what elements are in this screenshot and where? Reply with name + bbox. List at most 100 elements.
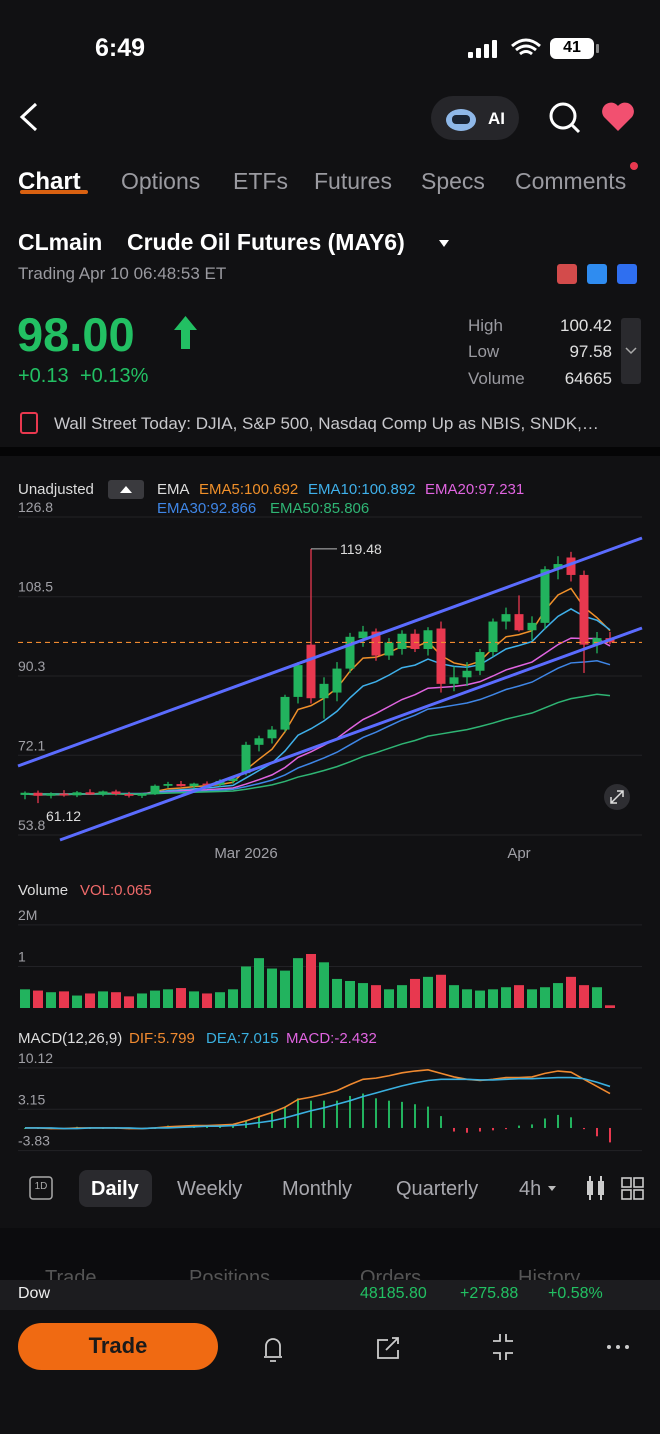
ticker-change: +275.88 bbox=[460, 1285, 519, 1302]
candle-body bbox=[345, 636, 355, 669]
trade-label[interactable]: Trade bbox=[88, 1333, 148, 1358]
volume-bar bbox=[501, 987, 511, 1008]
macd-bar bbox=[310, 1100, 312, 1128]
period[interactable]: Monthly bbox=[282, 1178, 353, 1200]
legend-entry: DEA:7.015 bbox=[206, 1030, 279, 1047]
search-handle bbox=[570, 123, 581, 134]
macd-bar bbox=[323, 1100, 325, 1128]
period[interactable]: Weekly bbox=[177, 1178, 243, 1200]
tab[interactable]: Chart bbox=[18, 168, 81, 195]
tab[interactable]: Specs bbox=[421, 168, 485, 194]
candle-body bbox=[423, 630, 433, 649]
y-tick-label: 108.5 bbox=[18, 579, 53, 595]
y-tick-label: 90.3 bbox=[18, 658, 45, 674]
period[interactable]: Quarterly bbox=[396, 1178, 479, 1200]
macd-bar bbox=[206, 1126, 208, 1128]
macd-bar bbox=[557, 1114, 559, 1128]
candle-body bbox=[280, 696, 290, 730]
legend-entry: DIF:5.799 bbox=[129, 1030, 195, 1047]
tab-underline bbox=[20, 190, 88, 194]
macd-bar bbox=[583, 1127, 585, 1130]
ticker-cover bbox=[0, 1280, 660, 1310]
x-tick-label: Mar 2026 bbox=[214, 845, 277, 862]
battery-level: 41 bbox=[563, 39, 581, 56]
period[interactable]: 4h bbox=[519, 1178, 542, 1200]
candle-body bbox=[72, 792, 82, 796]
price-mode[interactable]: Unadjusted bbox=[18, 481, 94, 498]
candle-body bbox=[98, 791, 108, 795]
candle-body bbox=[540, 569, 550, 623]
volume-bar bbox=[150, 990, 160, 1008]
trend-line-upper bbox=[17, 536, 643, 768]
expand-quote[interactable] bbox=[621, 318, 641, 384]
candle-body bbox=[371, 631, 381, 656]
candle-body bbox=[254, 738, 264, 745]
candle-body bbox=[137, 794, 147, 796]
flag-tier bbox=[617, 264, 637, 284]
alert[interactable] bbox=[264, 1338, 282, 1362]
volume-bar bbox=[423, 976, 433, 1008]
low-label: 61.12 bbox=[46, 808, 81, 824]
search[interactable] bbox=[549, 102, 577, 130]
indicator[interactable]: EMA bbox=[157, 481, 190, 498]
indicator-line bbox=[25, 693, 611, 795]
volume-bar bbox=[33, 990, 43, 1008]
share[interactable] bbox=[377, 1337, 399, 1359]
macd-bar bbox=[531, 1124, 533, 1128]
macd-bar bbox=[505, 1127, 507, 1130]
price: 98.00 bbox=[17, 308, 135, 361]
macd-bar bbox=[349, 1095, 351, 1128]
trade-button[interactable] bbox=[18, 1323, 218, 1370]
macd-bar bbox=[570, 1117, 572, 1128]
macd-bar bbox=[427, 1106, 429, 1128]
macd-bar bbox=[466, 1127, 468, 1133]
more[interactable] bbox=[607, 1345, 629, 1349]
tab[interactable]: Futures bbox=[314, 168, 392, 194]
candle-type[interactable] bbox=[587, 1176, 604, 1200]
candle-body bbox=[20, 792, 30, 795]
ticker-value: 48185.80 bbox=[360, 1285, 427, 1302]
macd-bar bbox=[453, 1127, 455, 1132]
stat-value: 97.58 bbox=[569, 342, 612, 361]
back[interactable] bbox=[19, 102, 38, 132]
macd-bar bbox=[388, 1100, 390, 1128]
candle-body bbox=[189, 783, 199, 787]
tab[interactable]: Options bbox=[121, 168, 201, 194]
y-tick-label: 53.8 bbox=[18, 817, 45, 833]
layout-grid[interactable] bbox=[621, 1177, 644, 1200]
period-icon[interactable] bbox=[29, 1176, 53, 1200]
period[interactable]: Daily bbox=[91, 1178, 139, 1200]
dropdown[interactable] bbox=[439, 240, 449, 247]
legend-entry: VOL:0.065 bbox=[80, 882, 152, 899]
news[interactable]: Wall Street Today: DJIA, S&P 500, Nasdaq… bbox=[54, 415, 599, 432]
legend-entry: EMA10:100.892 bbox=[308, 481, 416, 498]
volume-bar bbox=[358, 983, 368, 1008]
mode-caret bbox=[120, 486, 132, 493]
y-tick-label: 10.12 bbox=[18, 1050, 53, 1066]
volume-bar bbox=[85, 993, 95, 1008]
ticker-name[interactable]: Dow bbox=[18, 1285, 51, 1302]
up-arrow bbox=[174, 316, 197, 349]
y-tick-label: 3.15 bbox=[18, 1091, 45, 1107]
instrument-name[interactable]: Crude Oil Futures (MAY6) bbox=[127, 229, 405, 255]
ai-label[interactable]: AI bbox=[488, 109, 505, 128]
tab[interactable]: Comments bbox=[515, 168, 627, 194]
panel-title: MACD(12,26,9) bbox=[18, 1030, 123, 1047]
candle-body bbox=[410, 633, 420, 649]
volume-bar bbox=[228, 989, 238, 1008]
favorite[interactable] bbox=[602, 102, 634, 131]
macd-bar bbox=[362, 1093, 364, 1128]
volume-bar bbox=[111, 992, 121, 1008]
period[interactable]: 1D bbox=[34, 1181, 48, 1192]
period-dropdown[interactable] bbox=[548, 1186, 556, 1191]
candle-body bbox=[241, 744, 251, 774]
candle-body bbox=[46, 793, 56, 796]
change: +0.13 bbox=[18, 365, 69, 387]
candle-body bbox=[293, 665, 303, 697]
divider bbox=[0, 447, 660, 456]
badge bbox=[630, 162, 638, 170]
collapse[interactable] bbox=[493, 1334, 513, 1360]
tab[interactable]: ETFs bbox=[233, 168, 288, 194]
volume-bar bbox=[514, 985, 524, 1008]
candle-body bbox=[501, 614, 511, 622]
